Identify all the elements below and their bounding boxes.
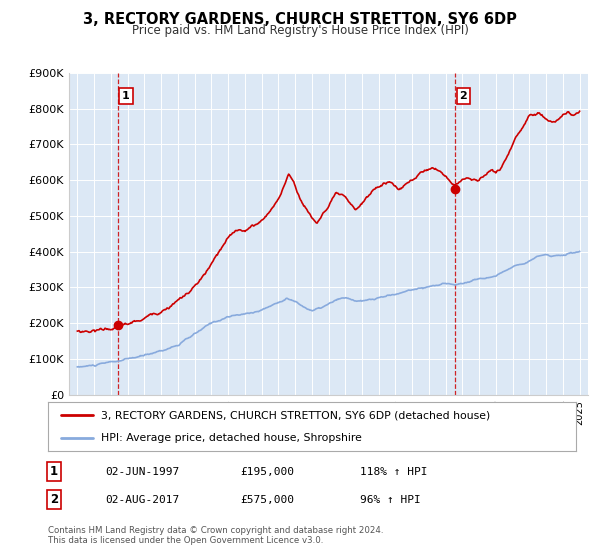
Text: 96% ↑ HPI: 96% ↑ HPI	[360, 494, 421, 505]
Text: 2: 2	[460, 91, 467, 101]
Text: 02-AUG-2017: 02-AUG-2017	[105, 494, 179, 505]
Text: Contains HM Land Registry data © Crown copyright and database right 2024.: Contains HM Land Registry data © Crown c…	[48, 526, 383, 535]
Text: £575,000: £575,000	[240, 494, 294, 505]
Text: HPI: Average price, detached house, Shropshire: HPI: Average price, detached house, Shro…	[101, 433, 362, 444]
Text: 3, RECTORY GARDENS, CHURCH STRETTON, SY6 6DP: 3, RECTORY GARDENS, CHURCH STRETTON, SY6…	[83, 12, 517, 27]
Text: £195,000: £195,000	[240, 466, 294, 477]
Text: 118% ↑ HPI: 118% ↑ HPI	[360, 466, 427, 477]
Text: 02-JUN-1997: 02-JUN-1997	[105, 466, 179, 477]
Text: 1: 1	[122, 91, 130, 101]
Text: 3, RECTORY GARDENS, CHURCH STRETTON, SY6 6DP (detached house): 3, RECTORY GARDENS, CHURCH STRETTON, SY6…	[101, 410, 490, 421]
Text: 1: 1	[50, 465, 58, 478]
Text: 2: 2	[50, 493, 58, 506]
Text: This data is licensed under the Open Government Licence v3.0.: This data is licensed under the Open Gov…	[48, 536, 323, 545]
Text: Price paid vs. HM Land Registry's House Price Index (HPI): Price paid vs. HM Land Registry's House …	[131, 24, 469, 36]
